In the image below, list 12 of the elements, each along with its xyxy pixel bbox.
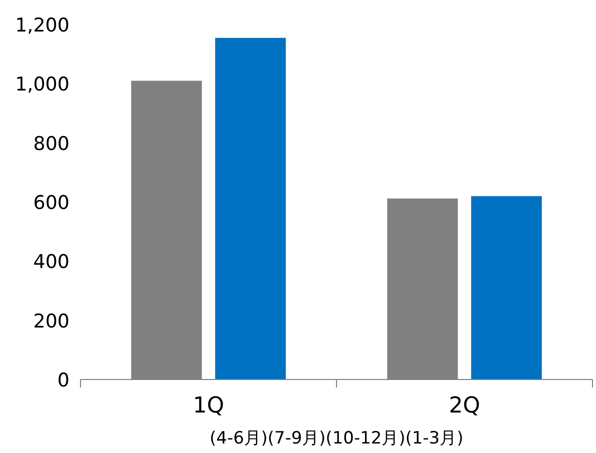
x-tick-label: 1Q <box>192 394 224 418</box>
x-tick-label: 2Q <box>448 394 480 418</box>
y-tick-label: 800 <box>33 132 70 155</box>
y-tick-label: 0 <box>57 370 70 392</box>
y-tick-label: 400 <box>33 251 70 274</box>
y-tick-label: 200 <box>33 310 70 332</box>
y-tick-label: 600 <box>33 192 70 214</box>
y-tick-label: 1,000 <box>15 74 70 96</box>
text: (4-6月)(7-9月)(10-12月)(1-3月) <box>210 428 464 448</box>
y-tick-label: 1,200 <box>15 14 70 36</box>
bar <box>471 196 542 380</box>
bar <box>215 38 286 380</box>
